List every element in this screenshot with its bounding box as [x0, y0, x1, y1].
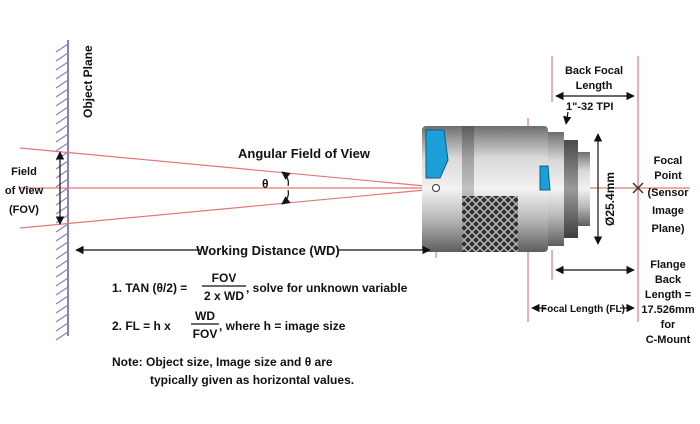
hatch-mark	[55, 250, 69, 260]
lens-assembly	[422, 126, 590, 252]
hatch-mark	[55, 79, 69, 89]
object-plane	[55, 40, 69, 341]
hatch-mark	[55, 70, 69, 80]
formula-1-suffix: , solve for unknown variable	[246, 281, 408, 295]
focal-point-label: Focal Point (Sensor Image Plane)	[648, 155, 690, 235]
hatch-mark	[55, 61, 69, 71]
hatch-mark	[55, 223, 69, 233]
hatch-mark	[55, 178, 69, 188]
flange-5: for	[661, 319, 676, 331]
fov-label: Field of View (FOV)	[5, 166, 44, 216]
hatch-mark	[55, 232, 69, 242]
formula-2-suffix: , where h = image size	[219, 319, 346, 333]
focal-point-marker	[632, 182, 644, 194]
formula-2-prefix: 2. FL = h x	[112, 319, 171, 333]
hatch-mark	[55, 331, 69, 341]
formula-2: 2. FL = h x WD FOV , where h = image siz…	[112, 309, 346, 341]
hatch-mark	[55, 124, 69, 134]
back-focal-2: Length	[576, 80, 613, 92]
back-focal-1: Back Focal	[565, 65, 623, 77]
hatch-mark	[55, 205, 69, 215]
thread-label: 1"-32 TPI	[566, 101, 613, 113]
hatch-mark	[55, 286, 69, 296]
hatch-mark	[55, 142, 69, 152]
formula-1: 1. TAN (θ/2) = FOV 2 x WD , solve for un…	[112, 271, 408, 303]
hatch-mark	[55, 268, 69, 278]
focal-point-4: Image	[652, 205, 684, 217]
hatch-mark	[55, 106, 69, 116]
working-distance-label: Working Distance (WD)	[196, 243, 340, 258]
flange-2: Back	[655, 274, 682, 286]
focal-point-5: Plane)	[651, 223, 684, 235]
formula-1-numerator: FOV	[212, 271, 237, 285]
angular-fov-label: Angular Field of View	[238, 146, 371, 161]
hatch-mark	[55, 187, 69, 197]
hatch-mark	[55, 259, 69, 269]
hatch-mark	[55, 304, 69, 314]
formula-1-prefix: 1. TAN (θ/2) =	[112, 281, 187, 295]
flange-label: Flange Back Length = 17.526mm for C-Moun…	[641, 259, 694, 346]
note-line-1: Note: Object size, Image size and θ are	[112, 355, 333, 369]
flange-4: 17.526mm	[641, 304, 694, 316]
hatch-mark	[55, 151, 69, 161]
formula-2-numerator: WD	[195, 309, 215, 323]
hatch-mark	[55, 115, 69, 125]
focal-point-2: Point	[654, 170, 682, 182]
hatch-mark	[55, 43, 69, 53]
note-line-2: typically given as horizontal values.	[150, 373, 354, 387]
dimension-arrows	[55, 91, 635, 313]
focal-point-1: Focal	[654, 155, 683, 167]
fov-label-3: (FOV)	[9, 204, 39, 216]
hatch-mark	[55, 241, 69, 251]
diameter-label: Ø25.4mm	[603, 172, 617, 226]
focal-length-label: Focal Length (FL)	[541, 304, 625, 315]
hatch-mark	[55, 196, 69, 206]
flange-1: Flange	[650, 259, 685, 271]
hatch-mark	[55, 97, 69, 107]
flange-3: Length =	[645, 289, 691, 301]
hatch-mark	[55, 322, 69, 332]
hatch-mark	[55, 295, 69, 305]
object-plane-label: Object Plane	[81, 45, 95, 118]
hatch-mark	[55, 277, 69, 287]
flange-6: C-Mount	[646, 334, 691, 346]
formula-1-denominator: 2 x WD	[204, 289, 244, 303]
hatch-mark	[55, 88, 69, 98]
hatch-mark	[55, 313, 69, 323]
hatch-mark	[55, 133, 69, 143]
formula-2-denominator: FOV	[193, 327, 218, 341]
hatch-mark	[55, 52, 69, 62]
hatch-mark	[55, 169, 69, 179]
hatch-mark	[55, 160, 69, 170]
back-focal-label: Back Focal Length	[565, 65, 623, 92]
theta-label: θ	[262, 177, 269, 191]
hatch-mark	[55, 214, 69, 224]
fov-label-2: of View	[5, 185, 44, 197]
focal-point-3: (Sensor	[648, 187, 690, 199]
fov-label-1: Field	[11, 166, 37, 178]
